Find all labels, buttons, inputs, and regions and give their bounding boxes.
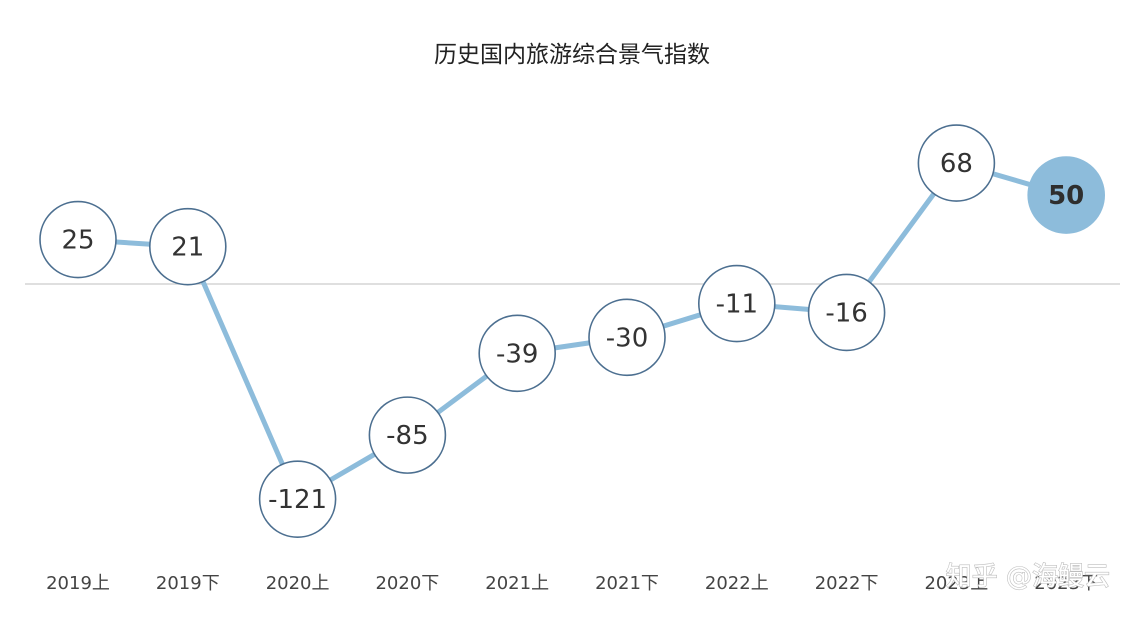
x-tick-label: 2020下 xyxy=(375,573,439,594)
data-label: -30 xyxy=(606,323,648,353)
series-line xyxy=(77,160,1067,502)
data-label: -121 xyxy=(268,485,327,515)
data-markers-group: 25 21 -121 -85 -39 -30 -11 -16 68 50 xyxy=(39,124,1105,538)
data-point-marker xyxy=(39,200,117,279)
x-tick-label: 2020上 xyxy=(266,573,330,594)
data-label: 25 xyxy=(61,226,94,256)
data-point-marker xyxy=(478,314,557,393)
data-label: -39 xyxy=(496,339,538,369)
data-label: 50 xyxy=(1048,181,1084,211)
x-tick-label: 2019下 xyxy=(156,573,220,594)
data-label: -16 xyxy=(825,298,867,328)
data-point-marker xyxy=(149,207,227,286)
x-tick-label: 2019上 xyxy=(46,573,110,594)
data-point-marker xyxy=(697,264,776,343)
x-tick-label: 2022上 xyxy=(705,573,769,594)
data-label: -85 xyxy=(386,421,428,451)
data-point-marker xyxy=(917,124,996,202)
data-point-marker xyxy=(807,273,886,352)
data-point-marker xyxy=(368,396,447,474)
data-point-marker xyxy=(1027,156,1105,234)
watermark: 知乎 @海鳗云 xyxy=(946,562,1110,592)
data-label: -11 xyxy=(716,290,758,320)
x-tick-label: 2021下 xyxy=(595,573,659,594)
chart-title: 历史国内旅游综合景气指数 xyxy=(434,42,710,68)
data-label: 21 xyxy=(171,233,204,263)
x-tick-label: 2023下 xyxy=(1034,573,1098,594)
x-tick-label: 2021上 xyxy=(485,573,549,594)
data-point-marker xyxy=(588,298,666,377)
x-tick-label: 2022下 xyxy=(815,573,879,594)
x-axis-ticks: 2019上 2019下 2020上 2020下 2021上 2021下 2022上 2022下… xyxy=(46,573,1098,594)
data-label: 68 xyxy=(940,149,973,179)
x-tick-label: 2023上 xyxy=(924,573,988,594)
series-line-group xyxy=(77,160,1067,502)
data-point-marker xyxy=(258,460,337,538)
